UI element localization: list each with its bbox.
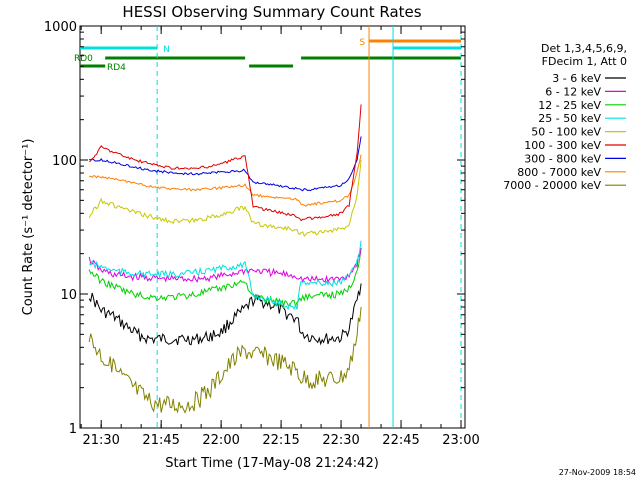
series-line-6 [89,136,362,192]
y-tick-label: 100 [52,154,77,169]
x-tick-label: 22:00 [202,433,239,448]
y-tick-label: 1 [69,422,77,437]
legend-label: 25 - 50 keV [538,112,601,125]
series-line-8 [88,306,362,414]
series-line-2 [88,248,362,309]
x-tick-label: 23:00 [442,433,479,448]
series-lines [88,104,362,414]
plot-frame [79,25,466,429]
series-line-0 [88,283,362,346]
legend-label: 12 - 25 keV [538,99,601,112]
flag-bars: N S RD0 RD4 [74,38,462,73]
vertical-markers [156,26,462,428]
legend-header-line: FDecim 1, Att 0 [542,55,627,68]
x-tick-label: 22:30 [322,433,359,448]
y-axis-label: Count Rate (s⁻¹ detector⁻¹) [21,139,36,316]
series-line-7 [88,154,362,207]
legend-label: 7000 - 20000 keV [503,179,601,192]
x-axis: 21:30 21:45 22:00 22:15 22:30 22:45 23:00 [80,26,480,448]
x-axis-label: Start Time (17-May-08 21:24:42) [165,456,379,471]
y-tick-label: 10 [60,288,77,303]
series-line-3 [88,240,362,311]
chart-title: HESSI Observing Summary Count Rates [122,3,421,21]
legend-label: 300 - 800 keV [524,152,601,165]
flag-label-n: N [163,45,170,55]
legend-label: 50 - 100 keV [531,126,601,139]
x-tick-label: 22:15 [262,433,299,448]
flag-label-s: S [359,38,365,48]
legend: Det 1,3,4,5,6,9,FDecim 1, Att 0 3 - 6 keV… [503,42,627,192]
legend-header-line: Det 1,3,4,5,6,9, [541,42,627,55]
series-line-4 [88,159,362,237]
x-tick-label: 22:45 [382,433,419,448]
plot-area: N S RD0 RD4 [74,25,466,429]
legend-label: 6 - 12 keV [545,85,601,98]
footer-timestamp: 27-Nov-2009 18:54 [559,468,636,477]
x-tick-label: 21:45 [142,433,179,448]
series-line-5 [88,104,362,222]
flag-label-rd0: RD0 [74,54,93,64]
y-tick-label: 1000 [44,20,77,35]
legend-label: 3 - 6 keV [552,72,601,85]
y-axis: 1 10 100 1000 [44,20,465,437]
legend-label: 100 - 300 keV [524,139,601,152]
legend-label: 800 - 7000 keV [517,166,601,179]
series-line-1 [88,248,362,284]
x-tick-label: 21:30 [82,433,119,448]
flag-label-rd4: RD4 [107,63,126,73]
